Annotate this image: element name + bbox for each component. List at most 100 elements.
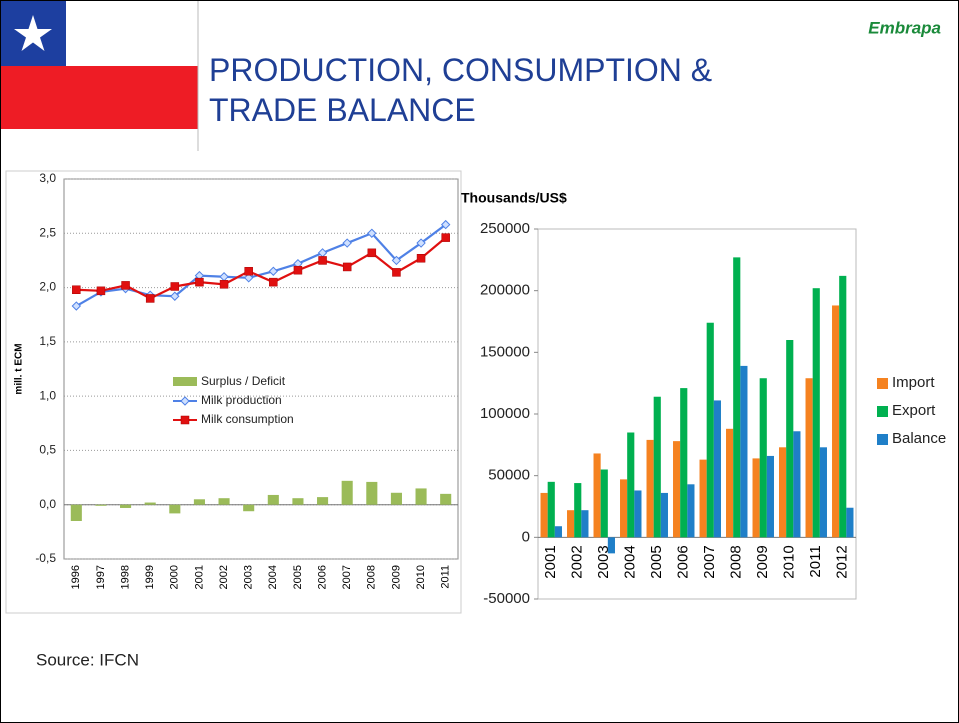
bar bbox=[169, 504, 181, 514]
x-tick-label: 1998 bbox=[119, 565, 131, 589]
bar bbox=[540, 492, 548, 538]
bar bbox=[593, 453, 601, 538]
x-tick-label: 2005 bbox=[292, 565, 304, 589]
legend-marker bbox=[180, 415, 190, 425]
point-marker bbox=[121, 281, 130, 290]
x-tick-label: 2007 bbox=[341, 565, 353, 589]
bar bbox=[752, 458, 760, 538]
y-axis-label: Thousands/US$ bbox=[461, 190, 567, 206]
y-tick-label: 0,5 bbox=[39, 443, 56, 457]
x-tick-label: 2010 bbox=[415, 565, 427, 589]
bar bbox=[786, 340, 794, 538]
point-marker bbox=[391, 255, 402, 266]
bar bbox=[620, 479, 628, 538]
title-line: PRODUCTION, CONSUMPTION & bbox=[209, 52, 712, 88]
point-marker bbox=[367, 248, 377, 258]
bar bbox=[766, 455, 774, 538]
legend-label: Export bbox=[892, 402, 936, 419]
bar bbox=[699, 459, 707, 538]
y-tick-label: 250000 bbox=[480, 220, 530, 237]
legend-label: Import bbox=[892, 374, 935, 391]
point-marker bbox=[170, 291, 180, 301]
legend-swatch bbox=[877, 406, 888, 417]
plot-frame bbox=[63, 178, 459, 560]
x-tick-label: 2002 bbox=[218, 565, 230, 589]
legend-label: Milk consumption bbox=[201, 412, 294, 426]
x-tick-label: 2008 bbox=[728, 545, 745, 578]
x-tick-label: 2007 bbox=[701, 545, 718, 578]
x-tick-label: 2003 bbox=[243, 565, 255, 589]
y-tick-label: 2,0 bbox=[39, 280, 56, 294]
bar bbox=[574, 483, 582, 538]
y-tick-label: 1,0 bbox=[39, 388, 56, 402]
flag-red bbox=[1, 66, 198, 129]
bar bbox=[70, 504, 82, 521]
bar bbox=[547, 481, 555, 538]
slide-title: PRODUCTION, CONSUMPTION & TRADE BALANCE bbox=[209, 52, 712, 128]
y-tick-label: 100000 bbox=[480, 405, 530, 422]
point-marker bbox=[96, 286, 106, 296]
bar bbox=[812, 288, 820, 538]
bar bbox=[440, 493, 452, 505]
y-tick-label: 3,0 bbox=[39, 171, 56, 185]
x-tick-label: 2004 bbox=[267, 565, 279, 589]
x-tick-label: 2003 bbox=[595, 545, 612, 578]
point-marker bbox=[342, 262, 352, 272]
bar bbox=[218, 498, 230, 505]
bar bbox=[390, 492, 402, 505]
x-tick-label: 2011 bbox=[440, 565, 452, 589]
x-tick-label: 2009 bbox=[754, 545, 771, 578]
x-tick-label: 2002 bbox=[569, 545, 586, 578]
x-tick-label: 2008 bbox=[366, 565, 378, 589]
bar bbox=[193, 499, 205, 505]
flag-star bbox=[14, 15, 52, 51]
y-axis-label: mill. t ECM bbox=[14, 343, 25, 394]
x-tick-label: 2010 bbox=[781, 545, 798, 578]
y-tick-label: 200000 bbox=[480, 282, 530, 299]
point-marker bbox=[244, 267, 253, 276]
bar bbox=[415, 488, 427, 505]
bar bbox=[292, 498, 304, 505]
bar bbox=[660, 492, 668, 538]
x-tick-label: 1999 bbox=[144, 565, 156, 589]
legend-swatch bbox=[877, 434, 888, 445]
x-tick-label: 2012 bbox=[834, 545, 851, 578]
x-tick-label: 2006 bbox=[675, 545, 692, 578]
point-marker bbox=[293, 265, 303, 275]
legend-swatch bbox=[877, 378, 888, 389]
y-tick-label: 150000 bbox=[480, 343, 530, 360]
bar bbox=[607, 537, 615, 554]
x-tick-label: 2006 bbox=[316, 565, 328, 589]
point-marker bbox=[367, 228, 377, 238]
charts: -0,5 0,0 0,5 1,0 1,5 2,0 2,5 3,0 mill. t ECM 1996… bbox=[14, 171, 947, 607]
bar bbox=[726, 428, 734, 538]
bar bbox=[317, 497, 329, 505]
bar bbox=[554, 526, 562, 538]
bar bbox=[680, 388, 688, 538]
point-marker bbox=[170, 282, 180, 291]
y-tick-label: 0 bbox=[522, 528, 530, 545]
legend-label: Milk production bbox=[201, 393, 282, 407]
bar bbox=[144, 502, 156, 505]
point-marker bbox=[72, 285, 81, 294]
bar bbox=[267, 494, 279, 505]
x-tick-label: 2001 bbox=[542, 545, 559, 578]
line bbox=[75, 223, 447, 307]
bar bbox=[366, 481, 378, 505]
y-tick-label: 1,5 bbox=[39, 334, 56, 348]
x-tick-label: 1997 bbox=[95, 565, 107, 589]
bar bbox=[567, 510, 575, 538]
legend-swatch bbox=[173, 377, 197, 386]
point-marker bbox=[219, 280, 229, 289]
y-tick-label: 2,5 bbox=[39, 225, 56, 239]
point-marker bbox=[318, 256, 327, 265]
y-tick-label: 50000 bbox=[488, 467, 530, 484]
logo: Embrapa bbox=[868, 18, 941, 37]
x-tick-label: 2011 bbox=[807, 545, 824, 577]
x-tick-label: 1996 bbox=[70, 565, 82, 589]
bar bbox=[759, 378, 767, 538]
point-marker bbox=[317, 248, 328, 258]
title-line: TRADE BALANCE bbox=[209, 92, 476, 128]
